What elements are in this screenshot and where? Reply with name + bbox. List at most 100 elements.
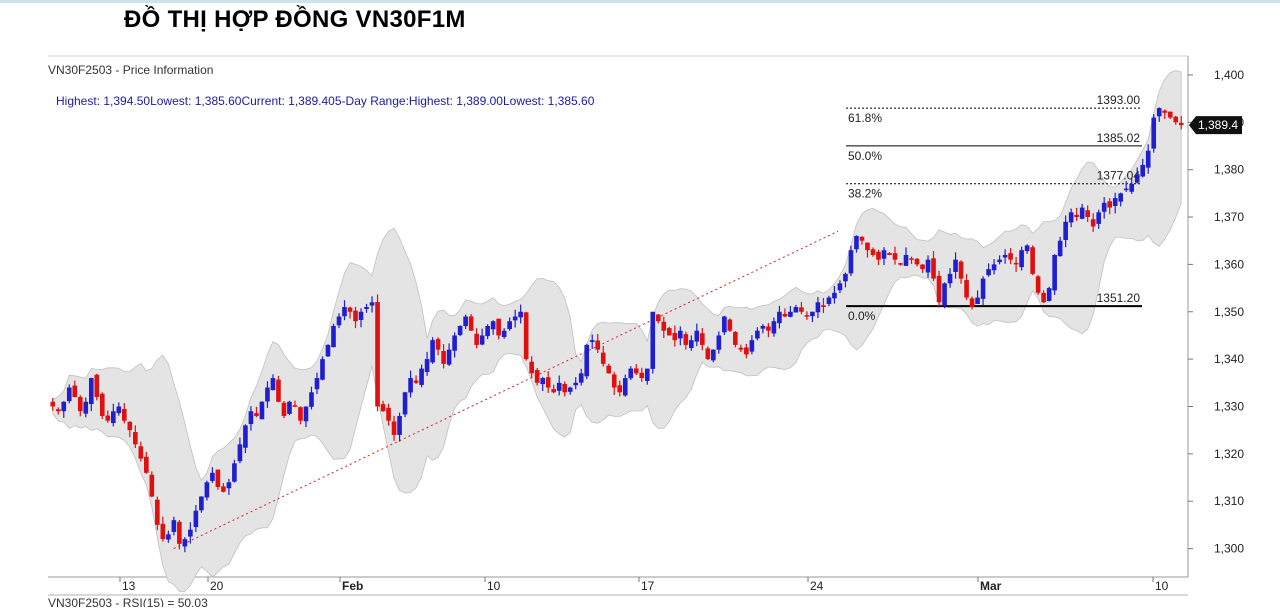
fib-price-label: 1377.04 [1097,169,1141,183]
candle-body [617,385,623,393]
candle-body [1134,174,1140,183]
candle-body [589,340,595,342]
candle-body [793,307,799,313]
candle-body [788,311,793,317]
candle-body [270,378,276,391]
candle-body [975,297,980,305]
candle-body [573,382,579,386]
candle-body [303,406,309,422]
candle-body [909,258,914,260]
candle-body [986,269,991,276]
candle-body [705,348,711,360]
candle-body [501,330,507,338]
candle-body [821,305,826,308]
candle-body [595,340,601,350]
candle-body [430,340,435,363]
x-tick-label: 24 [810,579,824,593]
candle-body [127,421,133,431]
candle-body [700,333,705,345]
candle-body [1151,117,1157,149]
top-border [0,0,1280,3]
y-tick-label: 1,320 [1214,447,1244,461]
y-tick-label: 1,360 [1214,257,1244,271]
candle-body [810,311,815,317]
y-tick-label: 1,310 [1214,494,1244,508]
fib-ratio-label: 38.2% [848,187,882,201]
candle-body [424,359,430,372]
candle-body [99,393,105,416]
candle-body [369,302,375,306]
candle-body [325,344,331,357]
candle-body [545,377,551,388]
candle-body [94,374,100,398]
candle-body [997,259,1002,263]
fib-price-label: 1351.20 [1097,291,1141,305]
candle-body [1024,245,1030,252]
candle-body [958,261,964,279]
rsi-label: VN30F2503 - RSI(15) = 50.03 [48,596,208,607]
candle-body [1107,201,1112,208]
candle-body [496,318,501,336]
candle-body [694,330,700,342]
candle-body [276,379,281,402]
y-tick-label: 1,340 [1214,352,1244,366]
candle-body [413,380,419,383]
info-line: Highest: 1,394.50Lowest: 1,385.60Current… [56,94,595,108]
candle-body [677,330,683,339]
candle-body [177,521,182,544]
candle-body [749,340,755,352]
candle-body [804,315,810,317]
candle-body [188,529,193,537]
candle-body [766,326,771,331]
candle-body [61,401,67,412]
candle-body [1019,250,1024,268]
candle-body [347,307,353,312]
candle-body [463,316,468,327]
candle-body [947,273,953,284]
candle-body [567,387,573,392]
y-tick-label: 1,300 [1214,542,1244,556]
candle-body [1052,254,1057,291]
candle-body [1068,212,1074,223]
price-chart[interactable]: VN30F2503 - Price Information Highest: 1… [48,47,1280,610]
candle-body [920,264,925,270]
candle-body [110,411,116,424]
candle-body [287,401,292,414]
candle-body [105,415,111,421]
candle-body [611,374,617,388]
candle-body [171,520,177,532]
candle-body [133,432,138,445]
candle-body [1057,240,1063,257]
candle-body [523,312,529,360]
candle-body [1090,219,1096,227]
candle-body [887,253,892,255]
candle-body [243,425,248,448]
candle-body [1008,253,1013,260]
candle-body [562,383,568,393]
candle-body [419,368,424,385]
candle-body [666,328,672,336]
candle-body [221,486,226,492]
candle-body [88,378,94,405]
candle-body [507,321,512,330]
candle-body [452,335,457,351]
candle-body [193,510,199,528]
chart-svg[interactable]: VN30F2503 - Price Information Highest: 1… [48,47,1280,610]
candle-body [953,259,958,272]
price-tag-bg [1189,116,1242,135]
x-tick-label: Mar [980,579,1002,593]
candle-body [584,344,590,377]
x-tick-label: 10 [487,579,501,593]
candle-body [1118,193,1124,202]
candle-body [226,482,232,489]
candle-body [925,259,931,273]
candle-body [898,263,903,265]
candle-body [1063,221,1068,240]
candle-body [1162,110,1168,113]
candle-body [622,378,628,396]
candle-body [980,278,986,299]
candle-body [870,249,876,255]
candle-body [485,325,490,337]
candle-body [722,316,727,333]
candle-body [199,496,204,511]
